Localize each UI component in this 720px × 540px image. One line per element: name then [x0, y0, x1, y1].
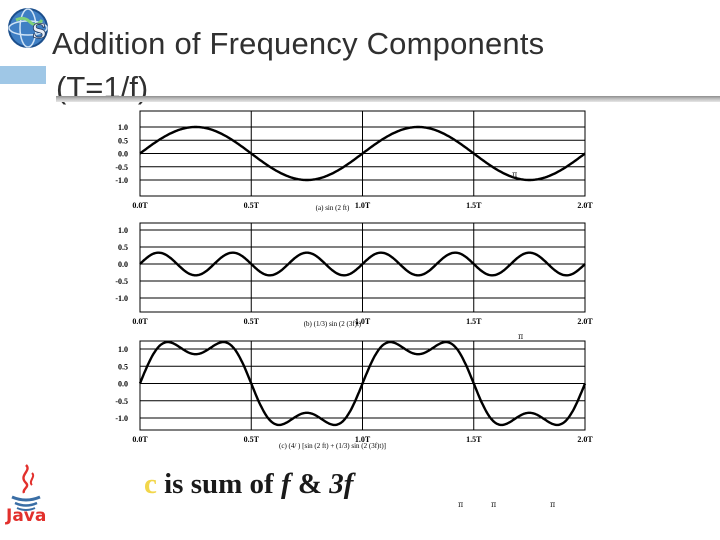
waveform-line: [138, 340, 587, 427]
x-tick-label: 0.0T: [132, 201, 148, 210]
globe-logo-icon: S: [8, 8, 48, 48]
y-tick-label: 1.0: [118, 123, 128, 132]
x-tick-label: 0.5T: [244, 435, 260, 444]
y-tick-label: 1.0: [118, 345, 128, 354]
x-tick-label: 2.0T: [577, 435, 593, 444]
x-tick-label: 0.0T: [132, 317, 148, 326]
java-logo-icon: [11, 464, 41, 511]
y-tick-label: -0.5: [115, 277, 128, 286]
x-tick-label: 1.0T: [355, 201, 371, 210]
title-divider: [56, 96, 720, 102]
stray-mark: π: [518, 332, 524, 341]
y-tick-label: 1.0: [118, 226, 128, 235]
x-tick-label: 1.0T: [355, 435, 371, 444]
caption-letter: c: [144, 468, 157, 500]
x-tick-label: 1.0T: [355, 317, 371, 326]
plot-caption: (a) sin (2 ft): [316, 204, 350, 212]
x-tick-label: 0.5T: [244, 317, 260, 326]
caption: c is sum of f & 3f: [144, 468, 353, 501]
slide-title: Addition of Frequency Components: [52, 26, 545, 61]
x-tick-label: 2.0T: [577, 201, 593, 210]
stray-mark: π: [550, 500, 556, 509]
caption-3f: 3f: [329, 468, 354, 500]
y-tick-label: -1.0: [115, 414, 128, 423]
caption-f: f: [280, 468, 291, 500]
waveform-line: [139, 251, 586, 277]
x-tick-label: 1.5T: [466, 435, 482, 444]
y-tick-label: 0.0: [118, 150, 128, 159]
y-tick-label: 0.5: [118, 136, 128, 145]
y-tick-label: 0.0: [118, 260, 128, 269]
stray-mark: π: [491, 500, 497, 509]
x-tick-label: 1.5T: [466, 317, 482, 326]
stray-mark: π: [458, 500, 464, 509]
waveform-line: [139, 125, 586, 182]
svg-text:S: S: [32, 19, 46, 43]
plot-caption: (c) (4/ ) [sin (2 ft) + (1/3) sin (2 (3f…: [279, 442, 386, 450]
stray-mark: π: [512, 170, 518, 179]
y-tick-label: 0.5: [118, 243, 128, 252]
plot-caption: (b) (1/3) sin (2 (3f)t): [304, 320, 362, 328]
y-tick-label: 0.0: [118, 380, 128, 389]
caption-text: is sum of: [156, 468, 281, 500]
java-label: Java: [6, 506, 47, 526]
caption-amp: &: [290, 468, 330, 500]
x-tick-label: 0.0T: [132, 435, 148, 444]
x-tick-label: 1.5T: [466, 201, 482, 210]
y-tick-label: -0.5: [115, 397, 128, 406]
x-tick-label: 0.5T: [244, 201, 260, 210]
y-tick-label: -0.5: [115, 163, 128, 172]
y-tick-label: -1.0: [115, 294, 128, 303]
y-tick-label: 0.5: [118, 362, 128, 371]
y-tick-label: -1.0: [115, 176, 128, 185]
accent-bar: [0, 66, 46, 84]
x-tick-label: 2.0T: [577, 317, 593, 326]
